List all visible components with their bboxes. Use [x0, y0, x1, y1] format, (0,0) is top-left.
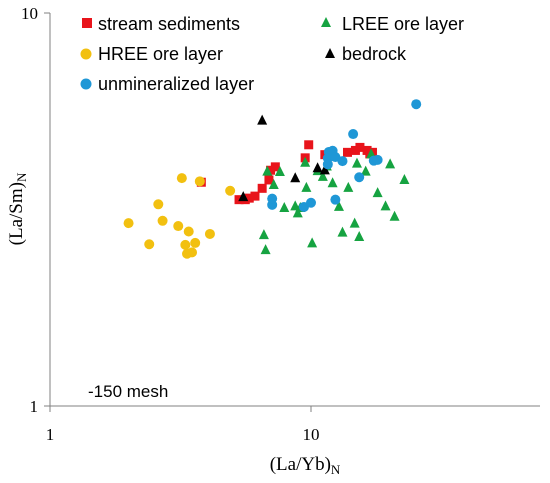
data-marks [123, 99, 422, 259]
point-bedrock-1 [257, 114, 268, 125]
point-lree-ore-layer-16 [327, 177, 338, 188]
point-lree-ore-layer-26 [380, 200, 391, 211]
point-unmineralized-layer-16 [411, 99, 422, 110]
point-bedrock-2 [238, 191, 249, 202]
point-hree-ore-layer-7 [180, 239, 191, 250]
legend-marker-lree-ore-layer [321, 17, 331, 27]
y-axis-title: (La/Sm)N [6, 172, 29, 245]
point-stream-sediments-11 [304, 140, 314, 150]
point-lree-ore-layer-5 [274, 166, 285, 177]
point-lree-ore-layer-8 [292, 207, 303, 218]
point-unmineralized-layer-2 [267, 193, 278, 204]
legend-label-lree-ore-layer: LREE ore layer [342, 14, 464, 34]
point-lree-ore-layer-27 [385, 158, 396, 169]
point-hree-ore-layer-14 [225, 185, 236, 196]
point-unmineralized-layer-7 [322, 159, 333, 170]
point-lree-ore-layer-28 [389, 210, 400, 221]
point-stream-sediments-13 [343, 147, 353, 157]
point-stream-sediments-14 [350, 145, 360, 155]
point-hree-ore-layer-9 [183, 226, 194, 237]
point-lree-ore-layer-1 [258, 229, 269, 240]
point-hree-ore-layer-11 [190, 237, 201, 248]
point-lree-ore-layer-20 [349, 217, 360, 228]
point-stream-sediments-4 [244, 193, 254, 203]
point-unmineralized-layer-11 [348, 129, 359, 140]
point-lree-ore-layer-10 [300, 156, 311, 167]
legend-marker-bedrock [325, 48, 335, 58]
point-hree-ore-layer-13 [204, 228, 215, 239]
x-axis-title-main: (La/Yb) [270, 454, 331, 475]
point-stream-sediments-8 [266, 165, 276, 175]
point-stream-sediments-5 [250, 191, 260, 201]
plot-frame [44, 12, 540, 412]
point-unmineralized-layer-15 [372, 154, 383, 165]
point-lree-ore-layer-4 [268, 179, 279, 190]
sample-annotation: -150 mesh [88, 382, 168, 401]
point-hree-ore-layer-5 [173, 221, 184, 232]
point-hree-ore-layer-4 [157, 215, 168, 226]
legend-label-unmineralized-layer: unmineralized layer [98, 74, 254, 94]
point-stream-sediments-7 [264, 175, 274, 185]
legend-marker-unmineralized-layer [80, 78, 92, 90]
point-lree-ore-layer-22 [354, 230, 365, 241]
legend-label-bedrock: bedrock [342, 44, 407, 64]
point-lree-ore-layer-11 [301, 181, 312, 192]
point-bedrock-3 [290, 172, 301, 183]
y-axis-title-sub: N [14, 172, 29, 182]
point-unmineralized-layer-10 [337, 156, 348, 167]
point-hree-ore-layer-1 [123, 218, 134, 229]
point-lree-ore-layer-14 [317, 170, 328, 181]
x-tick-label-mid: 10 [303, 425, 320, 444]
point-lree-ore-layer-3 [262, 165, 273, 176]
legend-marker-hree-ore-layer [80, 48, 92, 60]
point-lree-ore-layer-21 [351, 157, 362, 168]
point-lree-ore-layer-12 [307, 237, 318, 248]
point-unmineralized-layer-12 [354, 172, 365, 183]
point-lree-ore-layer-18 [337, 226, 348, 237]
x-axis-title-sub: N [331, 462, 341, 477]
x-tick-label-left: 1 [46, 425, 55, 444]
point-stream-sediments-6 [257, 183, 267, 193]
point-lree-ore-layer-19 [343, 181, 354, 192]
point-hree-ore-layer-6 [176, 173, 187, 184]
legend-marker-stream-sediments [82, 18, 92, 28]
point-stream-sediments-9 [270, 162, 280, 172]
y-axis-title-main: (La/Sm) [6, 182, 27, 245]
point-lree-ore-layer-25 [372, 187, 383, 198]
point-lree-ore-layer-23 [360, 165, 371, 176]
point-unmineralized-layer-13 [330, 194, 341, 205]
point-stream-sediments-15 [355, 142, 365, 152]
legend-label-hree-ore-layer: HREE ore layer [98, 44, 223, 64]
legend-label-stream-sediments: stream sediments [98, 14, 240, 34]
point-unmineralized-layer-4 [306, 197, 316, 208]
point-hree-ore-layer-3 [153, 199, 164, 210]
point-hree-ore-layer-2 [144, 239, 155, 250]
x-axis-title: (La/Yb)N [270, 454, 341, 477]
y-tick-label-bottom: 1 [30, 397, 39, 416]
y-tick-label-top: 10 [21, 4, 38, 23]
point-lree-ore-layer-17 [333, 200, 344, 211]
legend: stream sediments LREE ore layer HREE ore… [80, 14, 464, 94]
point-bedrock-5 [319, 164, 330, 175]
point-bedrock-4 [312, 162, 323, 173]
point-lree-ore-layer-6 [279, 201, 290, 212]
point-hree-ore-layer-10 [187, 247, 198, 258]
point-lree-ore-layer-29 [399, 173, 410, 184]
point-hree-ore-layer-12 [194, 176, 205, 187]
point-lree-ore-layer-2 [260, 244, 271, 255]
